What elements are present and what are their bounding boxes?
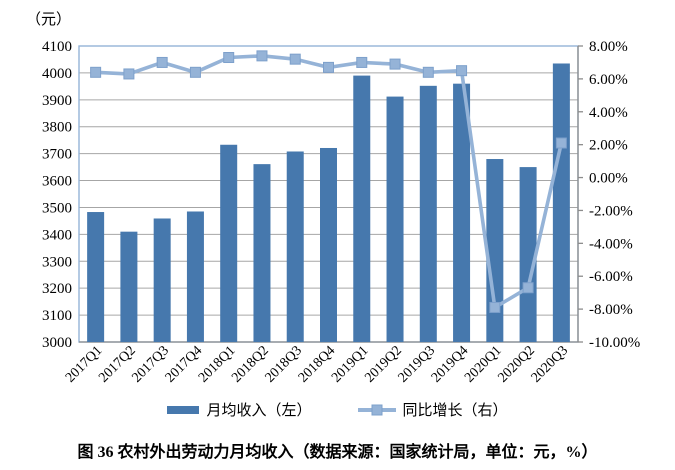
bar-series-swatch-icon	[167, 405, 200, 414]
bar-2019Q4	[453, 83, 471, 342]
line-marker-2017Q1	[90, 66, 102, 78]
line-marker-2018Q2	[256, 50, 268, 62]
bar-2019Q2	[386, 96, 404, 343]
bar-2018Q1	[220, 144, 238, 342]
line-marker-2017Q3	[156, 56, 168, 68]
left-axis-tick-label: 4000	[42, 66, 72, 82]
line-marker-2019Q1	[356, 56, 368, 68]
x-axis-tick-label: 2020Q3	[529, 343, 572, 386]
line-marker-2019Q2	[389, 58, 401, 70]
left-axis-tick-label: 3500	[42, 200, 72, 216]
bar-2020Q2	[519, 167, 537, 342]
right-axis-tick-label: 6.00%	[589, 72, 628, 88]
right-axis-tick-label: -10.00%	[589, 335, 640, 351]
left-axis-unit-label: （元）	[26, 12, 72, 28]
left-axis-tick-label: 3400	[42, 227, 72, 243]
legend-label-monthly-income: 月均收入（左）	[206, 403, 312, 419]
bar-2019Q3	[419, 85, 437, 343]
right-axis-tick-label: 2.00%	[589, 138, 628, 154]
line-marker-2017Q4	[189, 66, 201, 78]
bar-2017Q4	[186, 211, 204, 342]
line-marker-2018Q1	[223, 52, 235, 64]
right-axis-tick-label: 0.00%	[589, 171, 628, 187]
line-series-swatch-icon	[357, 404, 396, 415]
bar-2017Q3	[153, 218, 171, 342]
left-axis-tick-label: 3600	[42, 174, 72, 190]
income-growth-chart: 3000 3100 3200 3300 3400 3500 3600 3700 3800 3900…	[42, 39, 640, 386]
left-axis-tick-label: 3100	[42, 308, 72, 324]
bar-2018Q3	[286, 151, 304, 342]
left-axis-tick-label: 4100	[42, 39, 72, 55]
bar-2020Q3	[552, 63, 570, 343]
line-marker-2018Q3	[289, 53, 301, 65]
line-marker-2019Q4	[456, 65, 468, 77]
figure-caption: 图 36 农村外出劳动力月均收入（数据来源：国家统计局，单位：元，%）	[77, 444, 598, 461]
line-marker-2017Q2	[123, 68, 135, 80]
legend-item-monthly-income: 月均收入（左）	[167, 399, 312, 420]
right-axis-tick-label: -2.00%	[589, 203, 633, 219]
right-axis-tick-label: -4.00%	[589, 236, 633, 252]
left-axis-tick-label: 3000	[42, 335, 72, 351]
bar-2019Q1	[353, 75, 371, 342]
bar-2017Q1	[87, 212, 105, 342]
legend-label-yoy-growth: 同比增长（右）	[402, 403, 508, 419]
legend-item-yoy-growth: 同比增长（右）	[357, 399, 508, 420]
bar-2018Q4	[320, 147, 337, 342]
right-axis-tick-label: -8.00%	[589, 302, 633, 318]
left-axis-tick-label: 3200	[42, 281, 72, 297]
line-marker-2019Q3	[422, 66, 434, 78]
left-axis-tick-label: 3900	[42, 93, 72, 109]
bar-2018Q2	[253, 164, 271, 342]
right-axis-tick-label: 8.00%	[589, 39, 628, 55]
line-marker-2018Q4	[323, 61, 334, 73]
left-axis-tick-label: 3800	[42, 120, 72, 136]
line-marker-2020Q3	[555, 137, 567, 149]
right-axis-tick-label: -6.00%	[589, 269, 633, 285]
chart-legend: 月均收入（左） 同比增长（右）	[0, 399, 675, 420]
left-axis-tick-label: 3300	[42, 254, 72, 270]
right-axis-tick-label: 4.00%	[589, 105, 628, 121]
line-marker-2020Q2	[522, 282, 534, 294]
bar-2017Q2	[120, 231, 138, 342]
bar-2020Q1	[486, 159, 504, 342]
left-axis-tick-label: 3700	[42, 147, 72, 163]
line-marker-2020Q1	[489, 301, 501, 313]
